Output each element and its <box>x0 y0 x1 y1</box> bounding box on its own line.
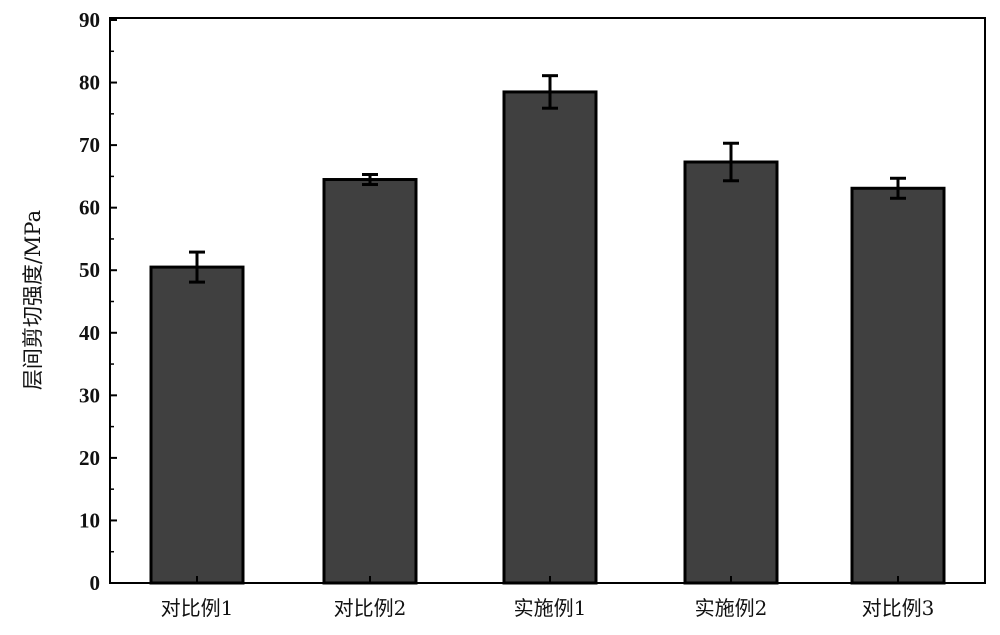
y-axis-label: 层间剪切强度/MPa <box>21 210 45 390</box>
bar <box>685 162 777 583</box>
x-tick-label: 对比例2 <box>334 596 407 620</box>
bar <box>852 188 944 583</box>
x-tick-label: 实施例2 <box>695 596 768 620</box>
y-tick-label: 10 <box>79 508 100 532</box>
bar <box>151 267 243 583</box>
bar <box>504 92 596 583</box>
y-tick-label: 50 <box>79 258 100 282</box>
x-tick-label: 实施例1 <box>514 596 587 620</box>
y-tick-label: 20 <box>79 446 100 470</box>
bar <box>324 180 416 583</box>
y-tick-label: 40 <box>79 321 100 345</box>
x-tick-label: 对比例1 <box>161 596 234 620</box>
y-tick-label: 0 <box>90 571 101 595</box>
y-tick-label: 90 <box>79 8 100 32</box>
y-tick-label: 80 <box>79 71 100 95</box>
y-tick-label: 60 <box>79 196 100 220</box>
bar-chart: 0 10 20 30 40 50 60 70 80 90 对比例1 对比例2 实施例1 实施例2 对比例3… <box>0 0 1000 635</box>
x-tick-label: 对比例3 <box>862 596 935 620</box>
y-tick-label: 30 <box>79 383 100 407</box>
y-tick-label: 70 <box>79 133 100 157</box>
